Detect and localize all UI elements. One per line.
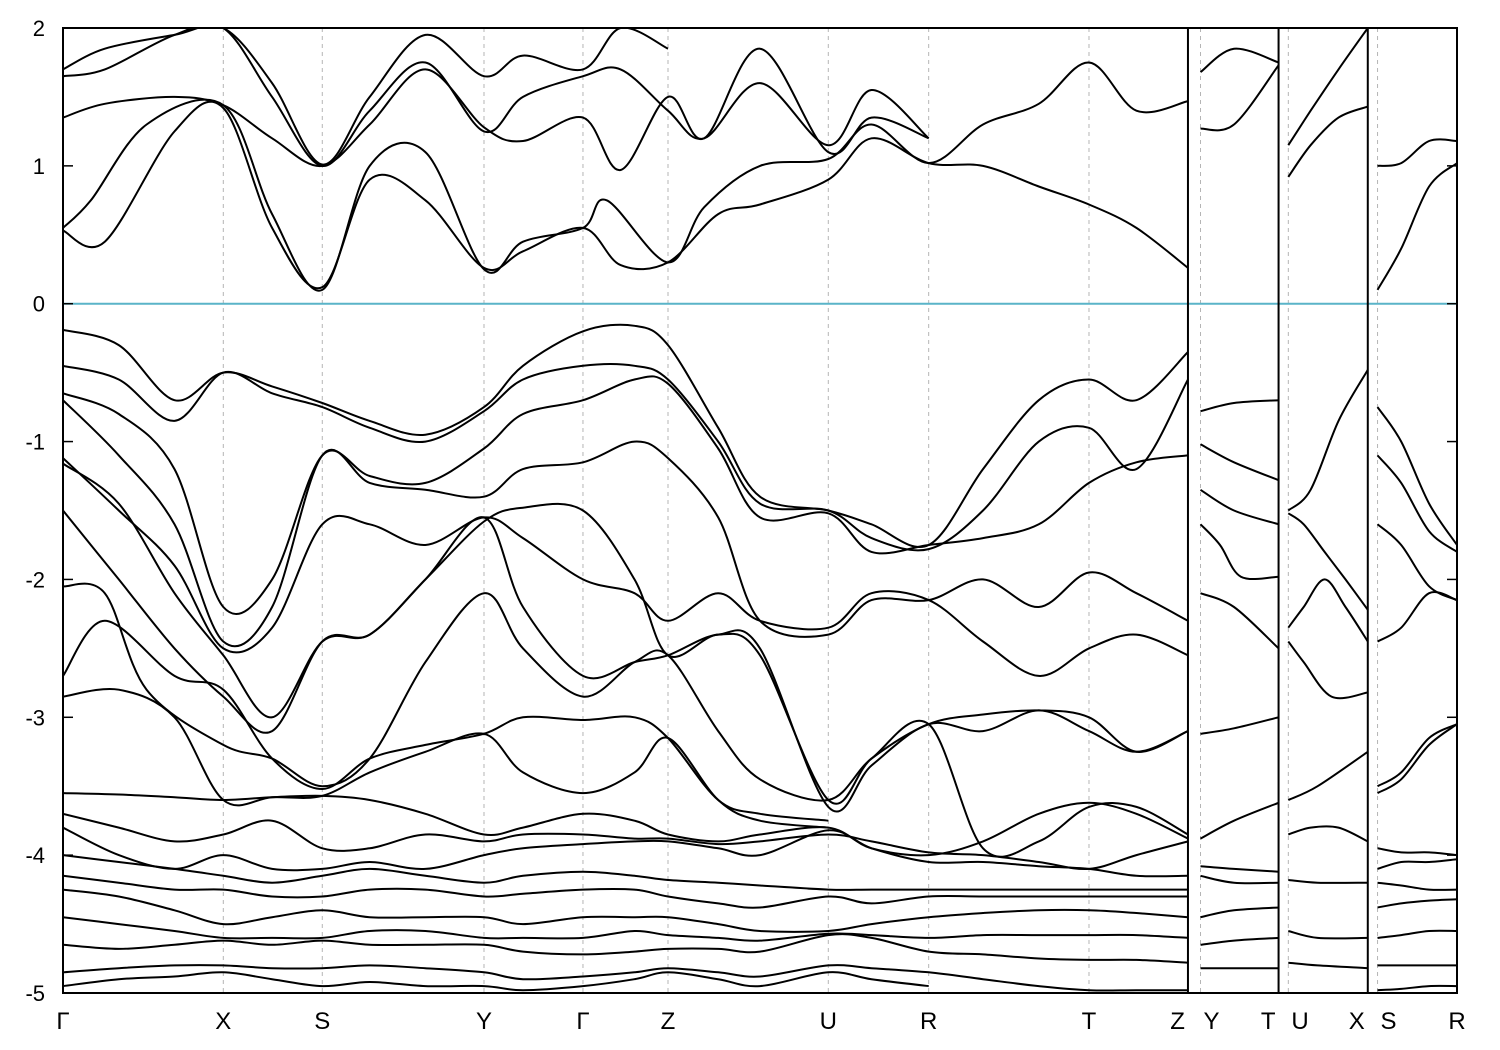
band-line-55 (1377, 591, 1457, 643)
y-axis: -5 -4 -3 -2 -1 0 1 2 (25, 16, 1457, 1006)
y-tick-label: 0 (33, 292, 45, 317)
band-line-40 (1287, 105, 1369, 178)
band-line-17 (63, 826, 1189, 878)
band-line-6 (63, 363, 1189, 552)
band-line-47 (1288, 879, 1368, 884)
x-point-label: Z (1170, 1008, 1185, 1035)
x-point-label: Y (476, 1008, 492, 1035)
band-line-34 (1200, 865, 1279, 873)
y-tick-label: 2 (33, 16, 45, 41)
band-line-8 (63, 399, 1189, 648)
band-line-19 (63, 874, 1188, 909)
band-line-22 (63, 933, 1189, 964)
band-line-10 (63, 462, 1189, 805)
x-point-label: Z (661, 1008, 676, 1035)
band-line-36 (1200, 906, 1279, 919)
band-line-5 (63, 323, 1189, 548)
x-point-label: Y (1204, 1008, 1220, 1035)
y-tick-label: -2 (25, 567, 45, 592)
band-line-44 (1287, 640, 1368, 700)
band-line-57 (1377, 723, 1457, 794)
band-line-45 (1287, 750, 1369, 801)
band-line-29 (1199, 488, 1279, 526)
band-line-23 (63, 964, 1188, 992)
x-point-label: Γ (576, 1008, 589, 1035)
band-line-16 (63, 812, 1189, 871)
band-line-41 (1287, 369, 1369, 512)
x-point-label: X (1349, 1008, 1365, 1035)
x-point-label: S (314, 1008, 330, 1035)
band-line-48 (1288, 930, 1368, 940)
band-line-24 (63, 971, 929, 992)
band-line-18 (63, 854, 1188, 891)
band-line-25 (1199, 47, 1279, 73)
band-line-31 (1200, 592, 1280, 650)
band-line-11 (63, 509, 1189, 813)
band-line-52 (1376, 406, 1457, 546)
band-line-61 (1377, 898, 1457, 909)
band-line-2 (63, 47, 930, 172)
y-tick-label: -3 (25, 705, 45, 730)
band-line-39 (1287, 28, 1369, 146)
band-line-49 (1288, 961, 1368, 970)
band-line-53 (1376, 454, 1457, 553)
x-point-label: T (1082, 1008, 1097, 1035)
band-line-32 (1200, 716, 1279, 735)
band-line-13 (63, 619, 829, 822)
y-tick-label: -1 (25, 430, 45, 455)
band-line-9 (63, 457, 1189, 677)
band-line-64 (1377, 984, 1457, 992)
band-line-14 (63, 687, 829, 829)
x-point-label: U (820, 1008, 837, 1035)
band-line-46 (1287, 825, 1369, 843)
band-line-62 (1377, 929, 1457, 939)
x-point-label: Γ (56, 1008, 69, 1035)
band-line-21 (63, 916, 1189, 942)
y-tick-label: -5 (25, 981, 45, 1006)
band-line-56 (1377, 723, 1457, 788)
x-point-label: R (1448, 1008, 1465, 1035)
band-line-35 (1200, 874, 1279, 885)
band-line-54 (1376, 523, 1457, 602)
x-point-label: U (1291, 1008, 1308, 1035)
y-tick-label: -4 (25, 843, 45, 868)
band-line-43 (1287, 578, 1369, 643)
band-line-26 (1200, 64, 1280, 132)
band-line-1 (63, 61, 1189, 292)
band-line-60 (1377, 881, 1457, 891)
band-line-58 (1377, 847, 1457, 857)
y-tick-label: 1 (33, 154, 45, 179)
band-line-7 (63, 375, 1189, 615)
x-point-label: T (1261, 1008, 1276, 1035)
band-line-27 (1200, 399, 1279, 413)
band-line-51 (1377, 138, 1457, 167)
x-point-label: S (1381, 1008, 1397, 1035)
band-line-15 (63, 792, 1189, 857)
band-line-59 (1377, 858, 1457, 870)
band-line-0 (63, 100, 1189, 290)
band-line-20 (63, 888, 1189, 933)
x-point-label: X (215, 1008, 231, 1035)
band-line-42 (1287, 512, 1369, 611)
band-line-28 (1200, 443, 1279, 482)
path-break-layer (1186, 28, 1369, 993)
band-line-30 (1199, 523, 1279, 581)
band-line-12 (63, 582, 1189, 858)
x-point-label: R (920, 1008, 937, 1035)
band-line-4 (63, 28, 669, 166)
plot-frame (62, 27, 1458, 994)
band-line-33 (1200, 801, 1279, 840)
band-line-50 (1376, 162, 1457, 291)
band-line-37 (1200, 936, 1279, 946)
